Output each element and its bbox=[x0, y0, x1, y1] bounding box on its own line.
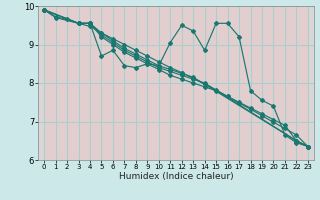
Bar bbox=[251, 6, 262, 160]
Bar bbox=[216, 6, 228, 160]
X-axis label: Humidex (Indice chaleur): Humidex (Indice chaleur) bbox=[119, 172, 233, 181]
Bar bbox=[38, 45, 314, 83]
Bar bbox=[136, 6, 147, 160]
Bar bbox=[38, 6, 314, 45]
Bar bbox=[170, 6, 182, 160]
Bar bbox=[90, 6, 101, 160]
Bar bbox=[56, 6, 67, 160]
Bar bbox=[228, 6, 239, 160]
Bar bbox=[193, 6, 205, 160]
Bar bbox=[274, 6, 285, 160]
Bar bbox=[296, 6, 308, 160]
Bar bbox=[38, 83, 314, 121]
Bar bbox=[182, 6, 193, 160]
Bar bbox=[159, 6, 170, 160]
Bar bbox=[262, 6, 274, 160]
Bar bbox=[113, 6, 124, 160]
Bar bbox=[239, 6, 251, 160]
Bar bbox=[67, 6, 78, 160]
Bar bbox=[38, 121, 314, 160]
Bar bbox=[101, 6, 113, 160]
Bar bbox=[78, 6, 90, 160]
Bar bbox=[44, 6, 56, 160]
Bar bbox=[124, 6, 136, 160]
Bar bbox=[147, 6, 159, 160]
Bar bbox=[285, 6, 296, 160]
Bar bbox=[205, 6, 216, 160]
